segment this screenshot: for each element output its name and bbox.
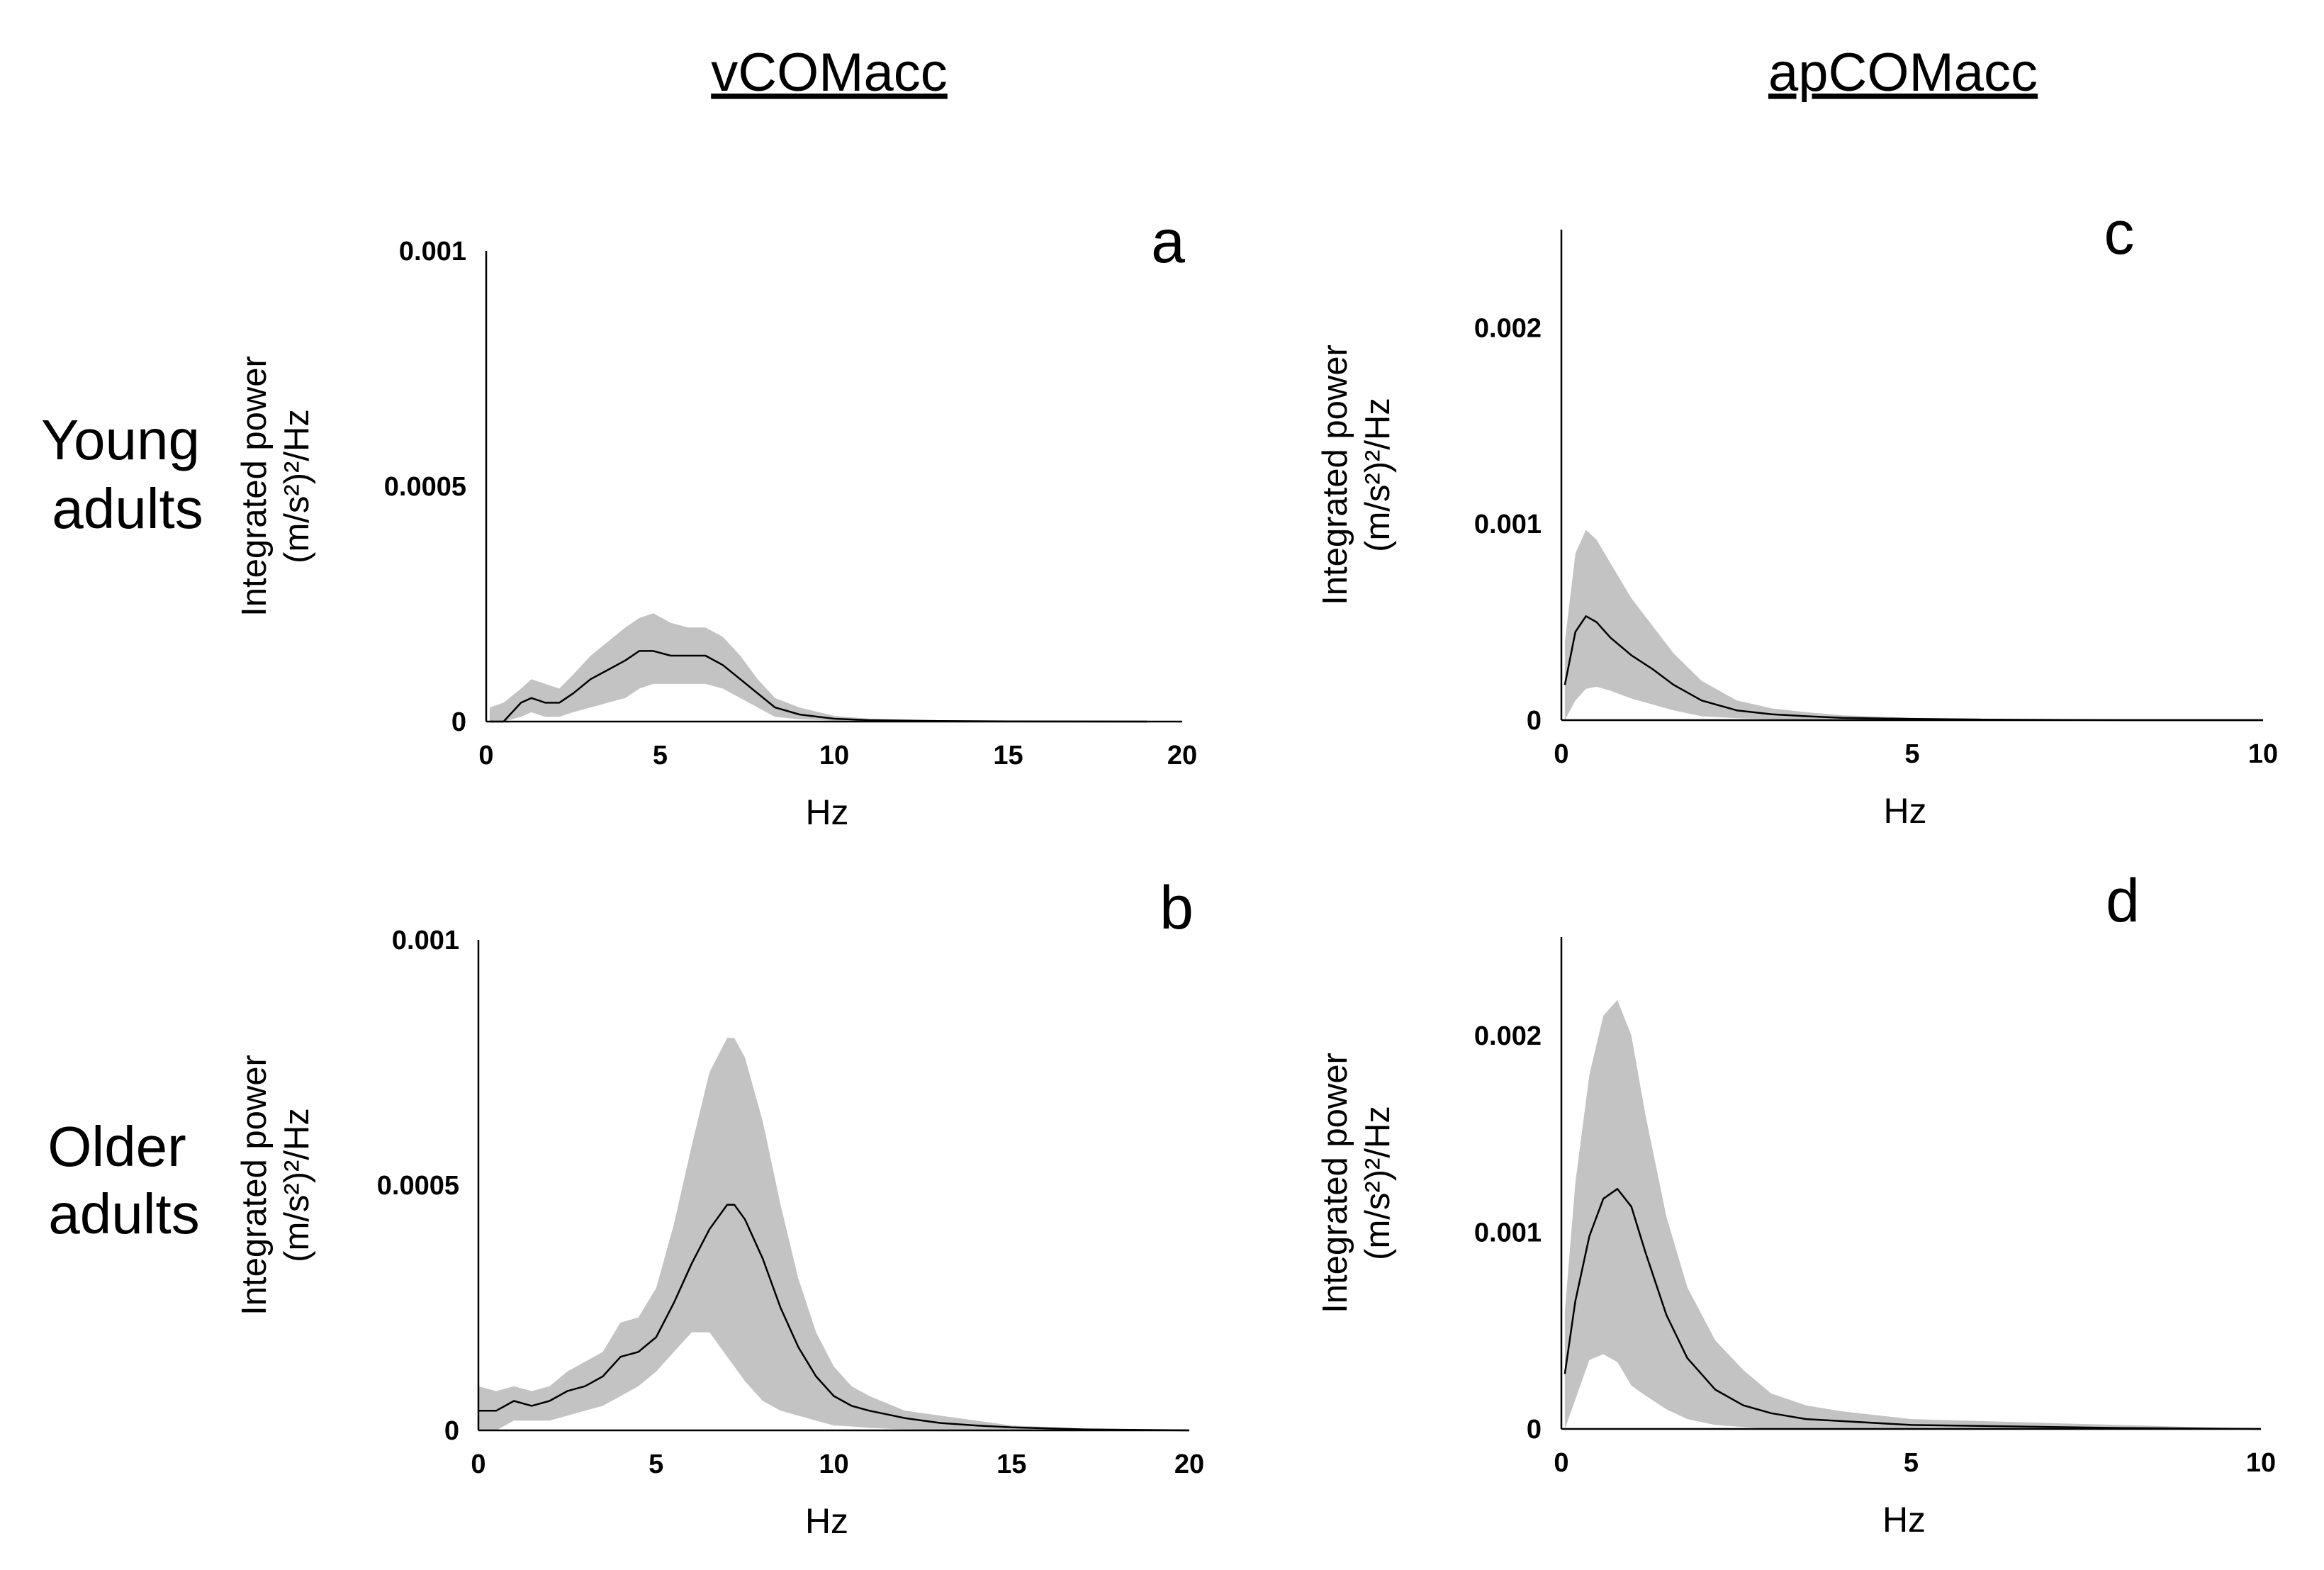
panel-letter-a: a [1151, 208, 1185, 276]
x-tick-label-b-0: 0 [471, 1450, 485, 1479]
x-axis-label-a: Hz [805, 792, 848, 832]
x-axis-label-b: Hz [805, 1501, 848, 1541]
y-tick-label-a-1: 0.0005 [384, 472, 466, 502]
y-axis-label-b-line1: Integrated power [235, 1055, 274, 1316]
panel-letter-d: d [2106, 867, 2140, 935]
x-tick-label-c-1: 5 [1904, 739, 1919, 769]
column-title-vcomacc: vCOMacc [711, 43, 948, 103]
y-tick-label-c-2: 0.002 [1474, 313, 1542, 343]
sd-band-a [489, 613, 1147, 722]
x-tick-label-a-1: 5 [653, 741, 668, 770]
sd-band-d [1564, 999, 2261, 1429]
y-axis-label-a-line2: (m/s²)²/Hz [278, 409, 316, 563]
y-axis-label-b-line2: (m/s²)²/Hz [278, 1108, 316, 1262]
row-label-young-line1: Young [41, 408, 200, 471]
x-axis-label-d: Hz [1882, 1500, 1926, 1540]
x-tick-label-d-2: 10 [2246, 1448, 2276, 1478]
mean-line-d [1564, 1188, 2262, 1430]
y-tick-label-b-0: 0 [444, 1416, 459, 1446]
mean-line-b [478, 1204, 1190, 1432]
x-tick-label-a-0: 0 [478, 741, 493, 770]
column-title-apcomacc: apCOMacc [1768, 43, 2038, 103]
panel-b: 0 5 10 15 20 0 0.0005 0.001 Hz Integrated power (m… [235, 874, 1204, 1541]
x-axis-label-c: Hz [1883, 791, 1926, 831]
panel-letter-b: b [1160, 874, 1194, 942]
panel-c: 0 5 10 0 0.001 0.002 Hz Integrated power (m/s²)²… [1316, 199, 2278, 831]
x-tick-label-a-3: 15 [993, 741, 1023, 770]
x-tick-label-c-0: 0 [1554, 739, 1568, 769]
y-axis-label-a-line1: Integrated power [235, 356, 274, 617]
x-tick-label-c-2: 10 [2248, 739, 2278, 769]
panel-a: 0 5 10 15 20 0 0.0005 0.001 Hz Integrated power (m… [235, 208, 1197, 832]
y-tick-label-b-2: 0.001 [392, 926, 459, 955]
x-tick-label-d-0: 0 [1554, 1448, 1568, 1478]
row-label-young-line2: adults [52, 477, 203, 540]
row-label-older: Older adults [47, 1115, 200, 1245]
y-tick-label-d-1: 0.001 [1474, 1218, 1542, 1247]
x-tick-label-b-4: 20 [1174, 1450, 1204, 1479]
x-tick-label-a-2: 10 [819, 741, 849, 770]
y-axis-label-d-line1: Integrated power [1316, 1053, 1354, 1313]
x-tick-label-d-1: 5 [1904, 1448, 1919, 1478]
y-tick-label-d-2: 0.002 [1474, 1021, 1542, 1051]
y-tick-label-d-0: 0 [1527, 1415, 1542, 1445]
y-axis-label-c-line2: (m/s²)²/Hz [1359, 398, 1397, 552]
y-tick-label-b-1: 0.0005 [377, 1171, 459, 1201]
y-axis-label-d-line2: (m/s²)²/Hz [1359, 1106, 1397, 1260]
y-tick-label-c-0: 0 [1527, 706, 1542, 736]
x-tick-label-b-3: 15 [997, 1450, 1026, 1479]
x-tick-label-b-2: 10 [819, 1450, 848, 1479]
mean-line-a [489, 650, 1147, 723]
x-tick-label-b-1: 5 [649, 1450, 663, 1479]
y-tick-label-a-2: 0.001 [399, 237, 466, 267]
y-tick-label-c-1: 0.001 [1474, 510, 1542, 539]
x-tick-label-a-4: 20 [1167, 741, 1197, 770]
panel-letter-c: c [2104, 199, 2135, 267]
row-label-older-line1: Older [47, 1115, 186, 1178]
sd-band-b [478, 1038, 1189, 1430]
panel-d: 0 5 10 0 0.001 0.002 Hz Integrated power (m/s²)²… [1316, 867, 2276, 1540]
sd-band-c [1564, 529, 2263, 720]
row-label-young: Young adults [41, 408, 203, 540]
mean-line-c [1564, 615, 2263, 722]
y-tick-label-a-0: 0 [451, 707, 466, 737]
y-axis-label-c-line1: Integrated power [1316, 344, 1354, 605]
row-label-older-line2: adults [48, 1182, 199, 1245]
